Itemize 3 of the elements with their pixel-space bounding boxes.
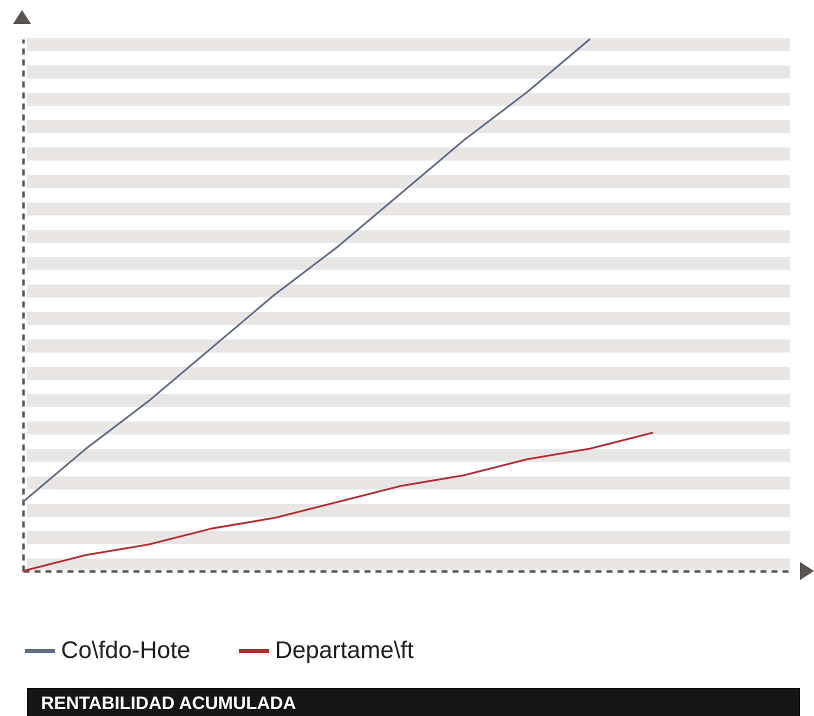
- legend-label: Co\fdo-Hote: [61, 637, 190, 664]
- legend-label: Departame\ft: [275, 637, 414, 664]
- text: RENTABILIDAD ACUMULADA: [27, 688, 800, 716]
